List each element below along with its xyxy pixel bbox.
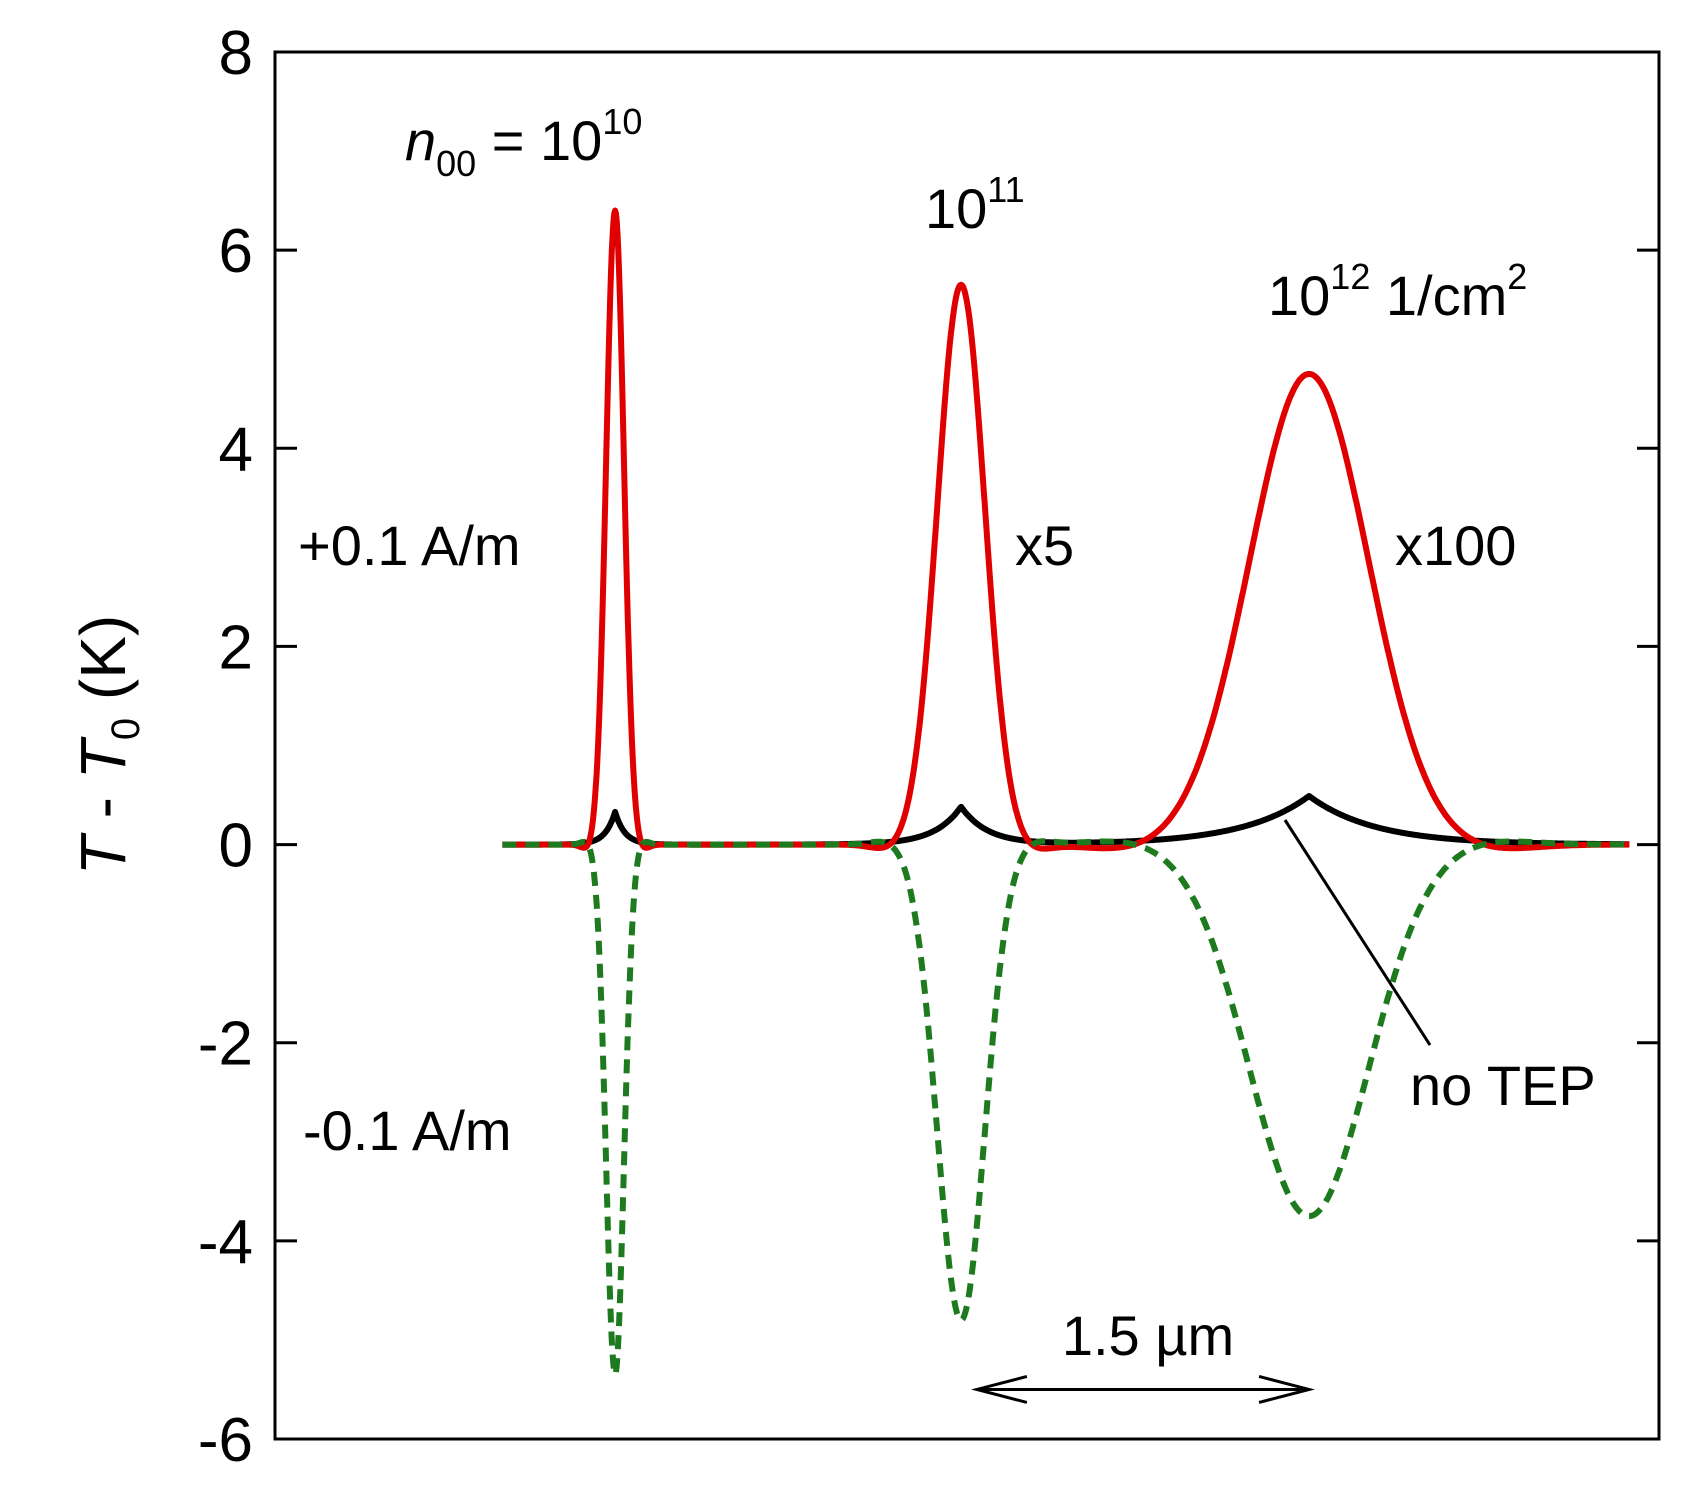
plot-frame <box>273 50 1661 1441</box>
y-tick-label: -4 <box>198 1208 253 1277</box>
y-tick-label: 6 <box>219 217 253 286</box>
series-group <box>500 207 1632 1378</box>
plus-label: +0.1 A/m <box>298 514 521 577</box>
minus-label: -0.1 A/m <box>303 1099 512 1162</box>
scale-bar <box>970 1375 1316 1404</box>
scale-x5-label: x5 <box>1015 514 1074 577</box>
peak3-label: 1012 1/cm2 <box>1268 256 1527 327</box>
peak2-label: 1011 <box>925 169 1025 240</box>
y-tick-label: -2 <box>198 1010 253 1079</box>
y-ticks: -6 -4 -2 0 2 4 6 8 <box>198 19 1659 1475</box>
y-tick-label: 8 <box>219 19 253 88</box>
y-tick-label: 2 <box>219 613 253 682</box>
y-tick-label: 4 <box>219 415 253 484</box>
y-axis-label: T - T0 (K) <box>67 615 148 875</box>
scale-bar-label: 1.5 µm <box>1062 1304 1234 1367</box>
no-tep-pointer <box>1283 819 1432 1046</box>
y-tick-label: 0 <box>219 812 253 881</box>
scale-bar-right-arrow <box>1258 1375 1316 1404</box>
series-line-none <box>500 793 1632 848</box>
n00-label: n00 = 1010 <box>405 101 642 184</box>
no-tep-label: no TEP <box>1410 1054 1596 1117</box>
scale-bar-left-arrow <box>970 1375 1028 1404</box>
series-line-minus <box>500 838 1632 1378</box>
y-tick-label: -6 <box>198 1406 253 1475</box>
scale-x100-label: x100 <box>1395 514 1516 577</box>
